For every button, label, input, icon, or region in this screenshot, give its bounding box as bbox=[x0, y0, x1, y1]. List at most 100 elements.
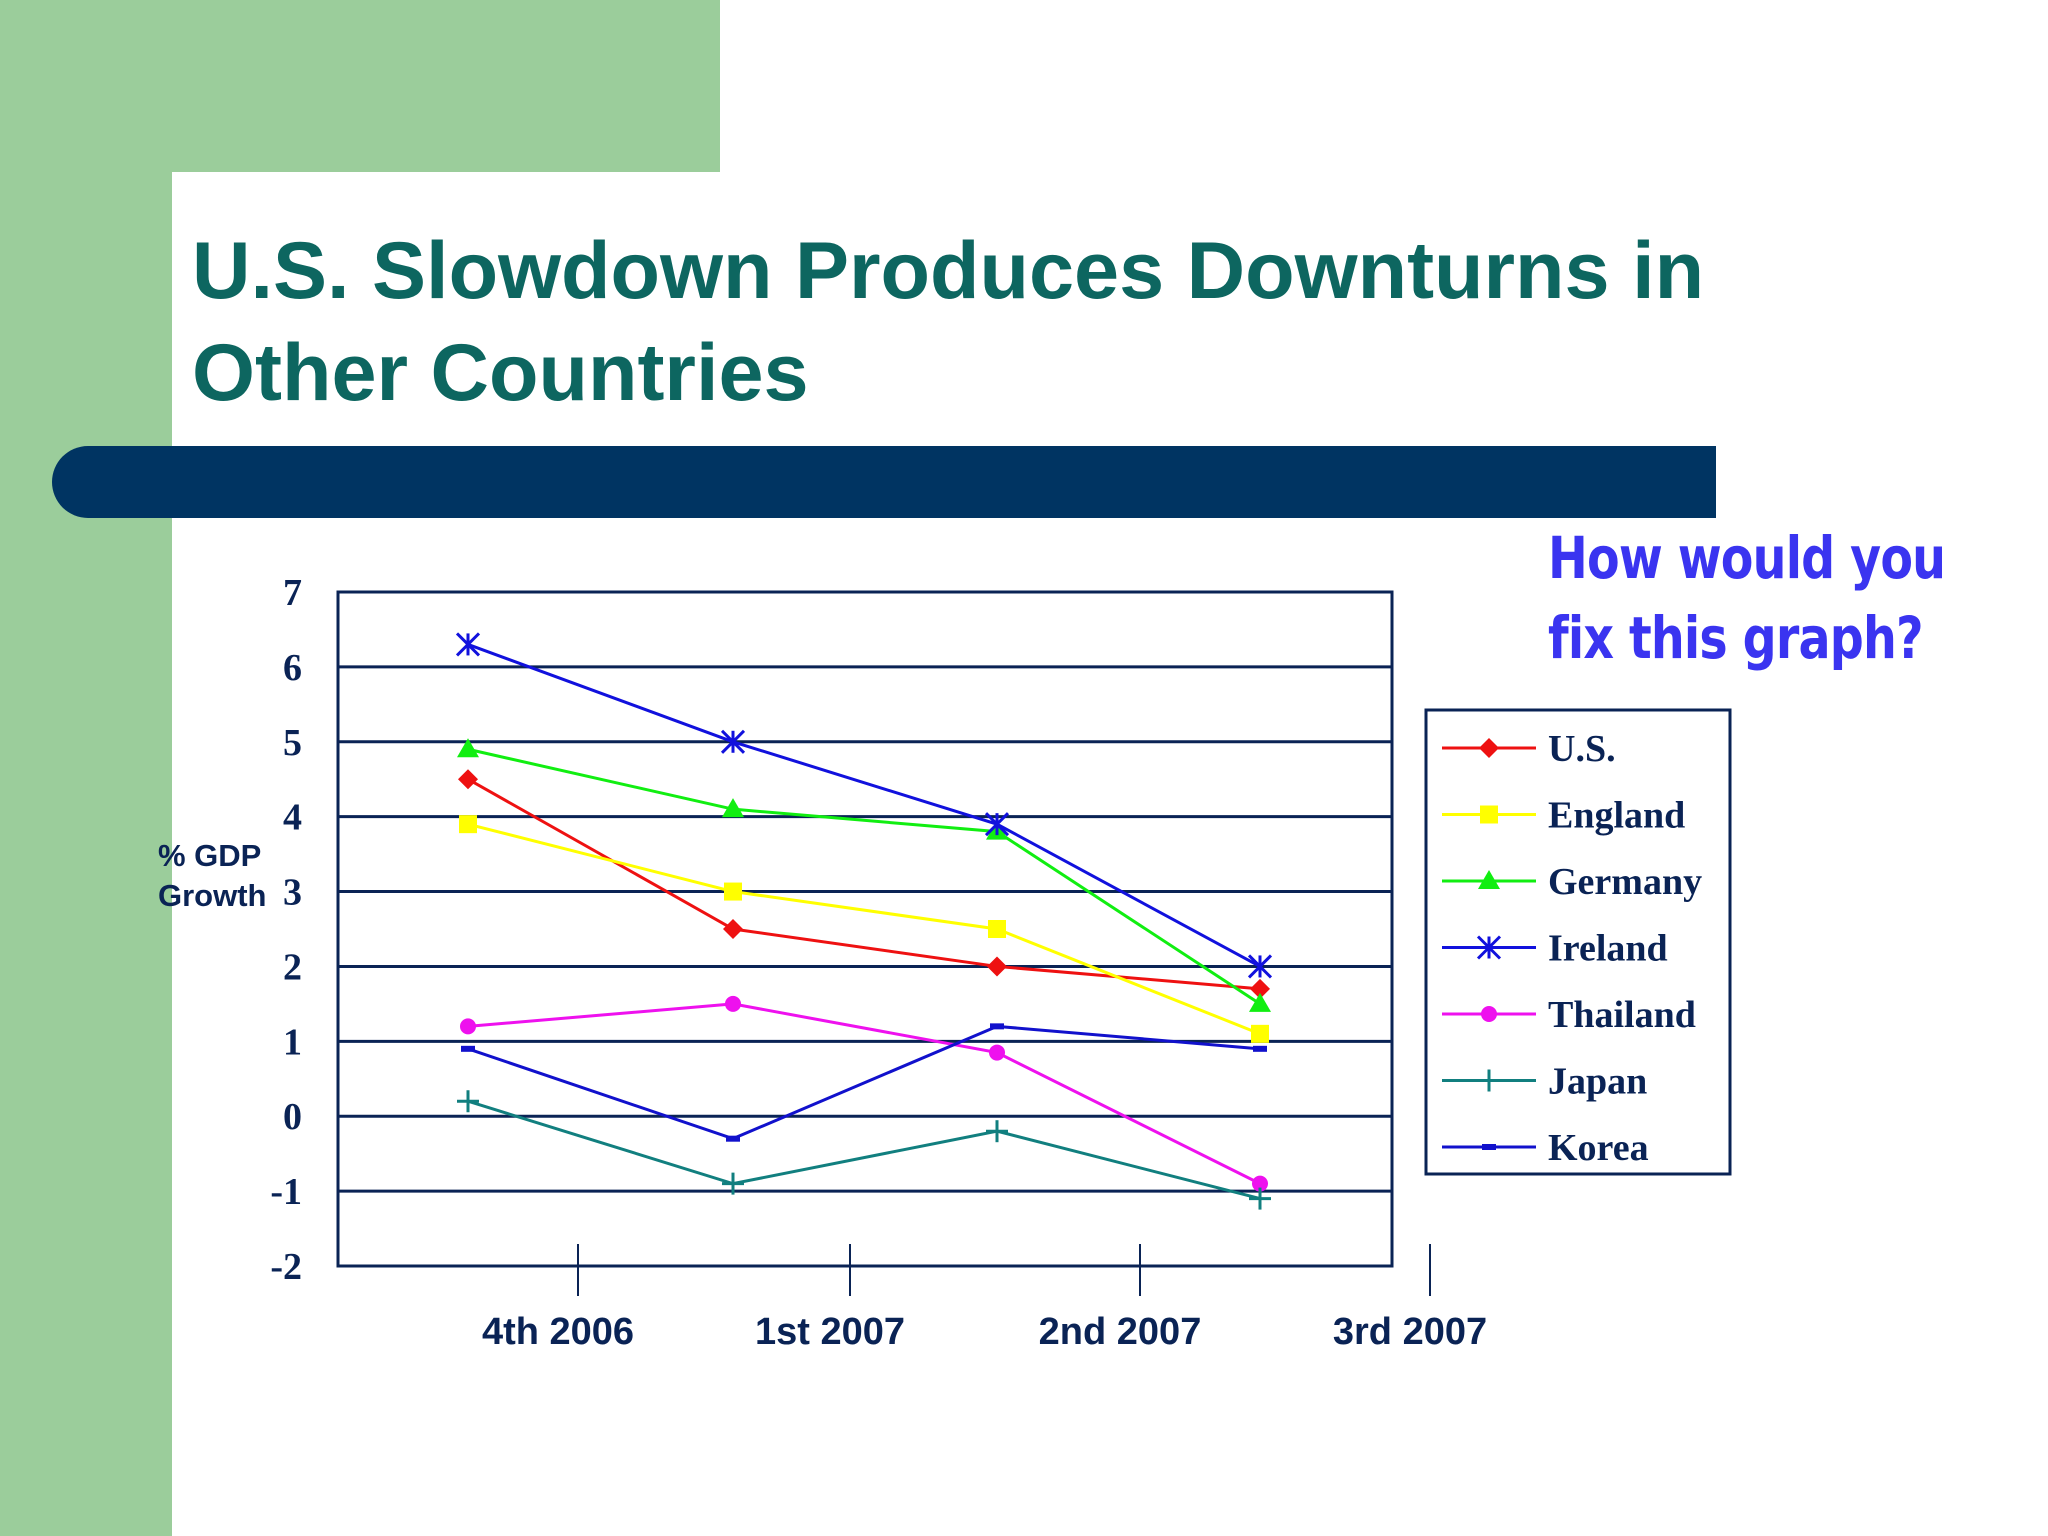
series-line-0 bbox=[467, 777, 1261, 991]
data-point-5-1 bbox=[722, 1172, 744, 1195]
callout-line-1: How would you bbox=[1548, 524, 1946, 592]
data-point-4-3-shape bbox=[1252, 1175, 1268, 1192]
legend-label-4: Thailand bbox=[1548, 994, 1696, 1036]
data-point-1-2 bbox=[988, 920, 1006, 938]
series-line-1 bbox=[467, 822, 1261, 1036]
data-point-5-3 bbox=[1249, 1187, 1271, 1210]
y-tick-label-8: 6 bbox=[283, 647, 302, 689]
legend-label-2: Germany bbox=[1548, 861, 1702, 903]
data-point-1-1 bbox=[724, 882, 742, 901]
data-point-0-3 bbox=[1250, 978, 1270, 999]
legend-label-6: Korea bbox=[1548, 1127, 1649, 1169]
y-tick-label-0: -2 bbox=[270, 1246, 302, 1288]
data-point-0-0-shape bbox=[458, 769, 478, 790]
data-point-6-3 bbox=[1253, 1045, 1267, 1052]
green-sidebar bbox=[0, 0, 172, 1536]
slide-title: U.S. Slowdown Produces Downturns in Othe… bbox=[192, 220, 1972, 424]
data-point-4-1-shape bbox=[725, 995, 741, 1012]
y-tick-label-1: -1 bbox=[270, 1171, 302, 1213]
series-line-3 bbox=[467, 643, 1261, 968]
data-point-6-2-shape bbox=[990, 1023, 1004, 1030]
y-tick-label-2: 0 bbox=[283, 1096, 302, 1138]
slide-title-line-2: Other Countries bbox=[192, 328, 809, 418]
data-point-1-0 bbox=[459, 815, 477, 834]
y-tick-label-6: 4 bbox=[283, 797, 302, 839]
data-point-2-1 bbox=[722, 798, 744, 818]
data-point-6-3-shape bbox=[1253, 1045, 1267, 1052]
series-line-5 bbox=[467, 1099, 1261, 1201]
data-point-4-2-shape bbox=[989, 1044, 1005, 1061]
data-point-1-0-shape bbox=[459, 815, 477, 834]
x-tick-label-3: 3rd 2007 bbox=[1333, 1311, 1487, 1353]
plot-area-frame bbox=[336, 590, 1394, 1268]
legend-marker-1 bbox=[1480, 805, 1498, 824]
legend-marker-4-shape bbox=[1481, 1006, 1497, 1022]
legend-marker-2 bbox=[1478, 870, 1500, 889]
data-point-4-2 bbox=[989, 1044, 1005, 1061]
data-point-0-1-shape bbox=[723, 919, 743, 939]
legend-label-5: Japan bbox=[1548, 1061, 1647, 1103]
y-tick-label-7: 5 bbox=[283, 722, 302, 764]
y-axis-label-line-1: % GDP bbox=[158, 838, 262, 873]
data-point-2-1-shape bbox=[722, 798, 744, 818]
data-point-3-0 bbox=[455, 632, 481, 657]
legend-marker-2-shape bbox=[1478, 870, 1500, 889]
data-point-5-2 bbox=[986, 1120, 1008, 1143]
data-point-1-1-shape bbox=[724, 882, 742, 901]
data-point-0-1 bbox=[723, 919, 743, 939]
content-panel bbox=[172, 172, 2048, 1536]
y-tick-label-4: 2 bbox=[283, 946, 302, 988]
chart-legend: U.S. England Germany Ireland Thailand Japan Ko… bbox=[1424, 708, 1732, 1176]
data-point-2-3 bbox=[1249, 992, 1271, 1012]
legend-marker-6-shape bbox=[1482, 1144, 1496, 1150]
data-point-2-0 bbox=[457, 738, 479, 758]
title-divider-bar bbox=[52, 446, 1716, 518]
legend-label-0: U.S. bbox=[1548, 728, 1616, 770]
data-point-0-2-shape bbox=[987, 956, 1007, 977]
data-point-2-0-shape bbox=[457, 738, 479, 758]
legend-marker-3 bbox=[1476, 935, 1502, 960]
data-point-0-2 bbox=[987, 956, 1007, 977]
data-point-3-1 bbox=[720, 729, 746, 754]
data-point-4-0 bbox=[460, 1018, 476, 1035]
y-tick-label-9: 7 bbox=[283, 572, 302, 614]
data-point-1-2-shape bbox=[988, 920, 1006, 938]
data-point-6-0-shape bbox=[461, 1045, 475, 1052]
legend-marker-0-shape bbox=[1479, 738, 1499, 758]
callout-line-2: fix this graph? bbox=[1548, 604, 1924, 672]
data-point-6-1-shape bbox=[726, 1135, 740, 1142]
data-point-4-1 bbox=[725, 995, 741, 1012]
slide-title-line-1: U.S. Slowdown Produces Downturns in bbox=[192, 226, 1705, 316]
legend-label-1: England bbox=[1548, 795, 1685, 837]
legend-frame bbox=[1424, 708, 1732, 1176]
legend-label-3: Ireland bbox=[1548, 928, 1668, 970]
y-tick-label-3: 1 bbox=[283, 1021, 302, 1063]
x-tick-label-1: 1st 2007 bbox=[755, 1311, 905, 1353]
y-axis-label: % GDP Growth bbox=[158, 836, 267, 916]
data-point-5-0 bbox=[457, 1090, 479, 1113]
data-point-0-0 bbox=[458, 769, 478, 790]
series-line-4 bbox=[467, 1002, 1261, 1185]
data-point-6-0 bbox=[461, 1045, 475, 1052]
y-axis-label-line-2: Growth bbox=[158, 878, 267, 913]
legend-marker-1-shape bbox=[1480, 805, 1498, 824]
data-point-1-3 bbox=[1251, 1024, 1269, 1043]
data-point-2-3-shape bbox=[1249, 992, 1271, 1012]
legend-marker-5 bbox=[1478, 1069, 1500, 1092]
data-point-4-3 bbox=[1252, 1175, 1268, 1192]
y-tick-label-5: 3 bbox=[283, 872, 302, 914]
series-line-6 bbox=[467, 1024, 1261, 1141]
x-tick-label-2: 2nd 2007 bbox=[1039, 1311, 1202, 1353]
callout-question: How would you fix this graph? bbox=[1548, 518, 1946, 678]
data-point-3-3 bbox=[1247, 954, 1273, 979]
legend-marker-4 bbox=[1481, 1006, 1497, 1022]
x-tick-label-0: 4th 2006 bbox=[482, 1311, 634, 1353]
data-point-3-2 bbox=[984, 812, 1010, 837]
data-point-6-2 bbox=[990, 1023, 1004, 1030]
data-point-6-1 bbox=[726, 1135, 740, 1142]
data-point-1-3-shape bbox=[1251, 1024, 1269, 1043]
data-point-4-0-shape bbox=[460, 1018, 476, 1035]
legend-marker-6 bbox=[1482, 1144, 1496, 1150]
legend-marker-0 bbox=[1479, 738, 1499, 758]
